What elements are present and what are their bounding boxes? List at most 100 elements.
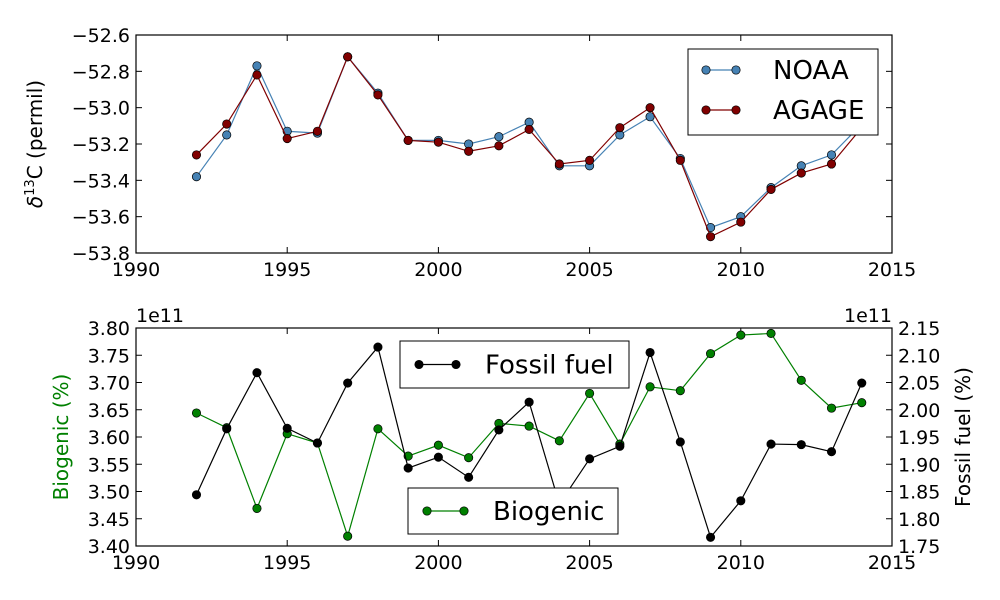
data-point-agage [826, 159, 837, 169]
data-point-noaa [494, 132, 504, 142]
data-point-biogenic [524, 421, 534, 431]
data-point-agage [585, 155, 595, 165]
data-point-agage [645, 103, 655, 113]
y-axis-label: δ13C (permil) [23, 80, 47, 208]
right-y-tick-label: 2.05 [898, 373, 940, 395]
data-point-agage [433, 137, 443, 147]
right-y-tick-label: 1.75 [898, 536, 940, 558]
left-y-tick-label: 3.80 [88, 318, 130, 340]
right-y-tick-label: 2.00 [898, 400, 940, 422]
right-y-tick-label: 1.90 [898, 454, 940, 476]
left-y-tick-label: 3.60 [88, 427, 130, 449]
left-y-tick-label: 3.75 [88, 345, 130, 367]
bottom-chart-sources: 1990 1995 2000 2005 2010 2015 3.40 3.45 3.50 3.55… [49, 305, 975, 574]
data-point-fossil-fuel [675, 437, 685, 447]
data-point-fossil-fuel [252, 368, 262, 378]
data-point-biogenic [796, 375, 806, 385]
data-point-fossil-fuel [343, 378, 353, 388]
data-point-biogenic [252, 503, 262, 513]
legend-label-noaa: NOAA [773, 56, 849, 86]
x-tick-label: 2005 [565, 552, 613, 574]
data-point-fossil-fuel [312, 438, 322, 448]
data-point-biogenic [645, 382, 655, 392]
x-tick-label: 1990 [112, 259, 160, 281]
data-point-agage [766, 184, 776, 194]
data-point-agage [403, 135, 413, 145]
left-y-tick-label: 3.50 [88, 482, 130, 504]
y-tick-label: −53.4 [72, 170, 130, 192]
data-point-fossil-fuel [373, 342, 383, 352]
y-tick-label: −53.0 [72, 98, 130, 120]
x-tick-label: 2010 [717, 259, 765, 281]
legend-marker-biogenic [422, 506, 432, 516]
legend-box [687, 48, 879, 136]
x-tick-label: 2015 [868, 259, 916, 281]
data-point-agage [554, 159, 564, 169]
data-point-fossil-fuel [645, 347, 655, 358]
left-y-tick-label: 3.55 [88, 454, 130, 476]
data-point-fossil-fuel [282, 423, 292, 433]
right-axis-offset-label: 1e11 [844, 305, 892, 327]
data-point-fossil-fuel [615, 441, 625, 451]
y-tick-label: −52.8 [72, 61, 130, 83]
data-point-noaa [826, 150, 837, 160]
data-point-agage [494, 141, 504, 151]
left-y-tick-label: 3.45 [88, 509, 130, 531]
data-point-fossil-fuel [766, 439, 776, 449]
data-point-biogenic [433, 440, 443, 450]
legend-marker-agage [731, 105, 741, 115]
data-point-noaa [222, 130, 232, 140]
data-point-agage [191, 150, 202, 160]
data-point-agage [524, 124, 534, 135]
left-y-axis-label: Biogenic (%) [49, 374, 73, 501]
x-tick-label: 1990 [112, 552, 160, 574]
x-tick-label: 2000 [414, 259, 462, 281]
y-tick-label: −53.2 [72, 134, 130, 156]
data-point-noaa [645, 112, 655, 122]
legend-marker-noaa [701, 65, 711, 75]
data-point-fossil-fuel [706, 532, 716, 542]
data-point-agage [736, 217, 746, 227]
data-point-agage [252, 70, 262, 80]
x-tick-label: 2010 [717, 552, 765, 574]
data-point-agage [373, 90, 383, 100]
right-y-tick-label: 1.80 [898, 509, 940, 531]
x-tick-label: 1995 [263, 552, 311, 574]
plot-frame [135, 327, 893, 547]
data-point-biogenic [191, 408, 202, 418]
data-point-fossil-fuel [494, 425, 504, 435]
data-point-biogenic [343, 531, 353, 541]
data-point-agage [796, 168, 806, 178]
legend-marker-biogenic [459, 506, 469, 516]
left-y-tick-label: 3.70 [88, 373, 130, 395]
data-point-fossil-fuel [222, 424, 232, 434]
data-point-fossil-fuel [857, 378, 867, 388]
data-point-fossil-fuel [826, 447, 837, 457]
data-point-biogenic [554, 436, 564, 446]
data-point-biogenic [766, 328, 776, 338]
data-point-agage [312, 126, 322, 136]
right-y-axis-label: Fossil fuel (%) [951, 367, 975, 507]
y-tick-label: −53.6 [72, 207, 130, 229]
data-point-fossil-fuel [464, 472, 474, 482]
legend-marker-agage [701, 105, 711, 115]
data-point-biogenic [585, 388, 595, 398]
data-point-agage [675, 155, 685, 165]
right-y-tick-label: 2.15 [898, 318, 940, 340]
y-tick-label: −53.8 [72, 243, 130, 265]
legend-label-agage: AGAGE [773, 96, 864, 126]
data-point-biogenic [373, 424, 383, 434]
legend-label-biogenic: Biogenic [493, 497, 604, 527]
data-point-biogenic [857, 398, 867, 408]
data-point-biogenic [736, 330, 746, 340]
data-point-fossil-fuel [403, 463, 413, 473]
data-point-noaa [191, 172, 202, 182]
left-y-tick-label: 3.65 [88, 400, 130, 422]
data-point-biogenic [675, 386, 685, 396]
data-point-biogenic [826, 403, 837, 413]
data-point-fossil-fuel [524, 397, 534, 407]
data-point-agage [615, 123, 625, 133]
data-point-biogenic [464, 453, 474, 463]
y-tick-label: −52.6 [72, 25, 130, 47]
data-point-biogenic [706, 349, 716, 359]
